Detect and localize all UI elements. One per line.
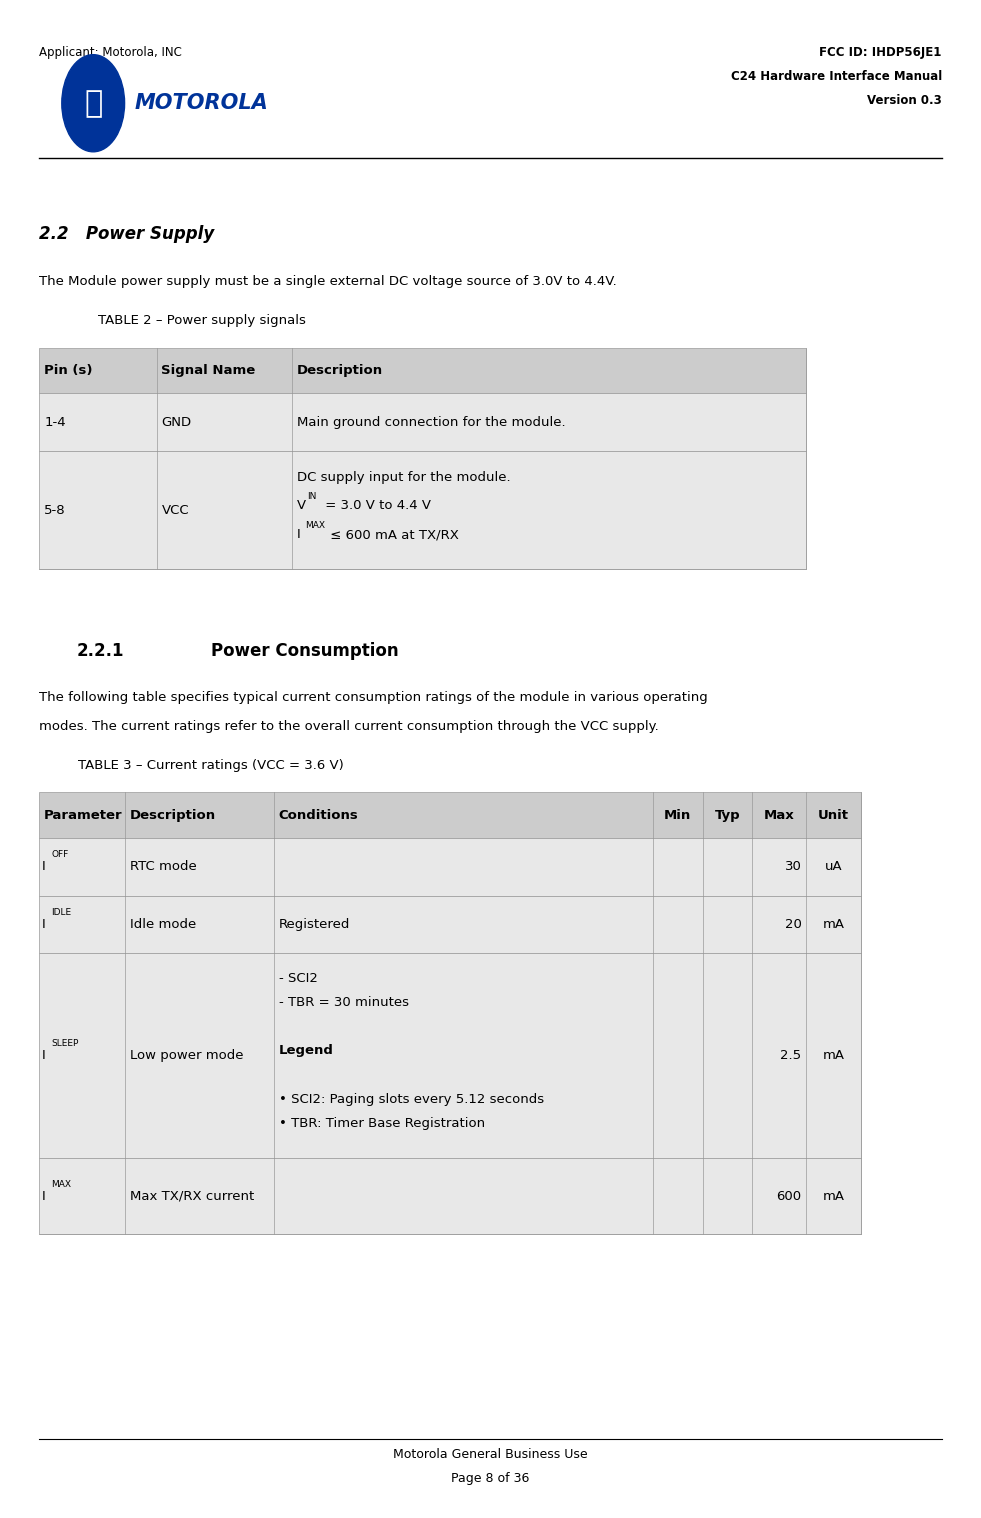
Text: 30: 30 [785, 861, 801, 873]
Text: TABLE 2 – Power supply signals: TABLE 2 – Power supply signals [98, 314, 306, 328]
FancyBboxPatch shape [39, 451, 806, 569]
Text: Legend: Legend [279, 1044, 334, 1058]
Text: Pin (s): Pin (s) [44, 364, 92, 376]
Text: ≤ 600 mA at TX/RX: ≤ 600 mA at TX/RX [327, 528, 459, 542]
Text: mA: mA [822, 1049, 845, 1063]
Text: mA: mA [822, 918, 845, 931]
Text: I: I [42, 1049, 46, 1063]
Text: 2.5: 2.5 [780, 1049, 801, 1063]
Text: Min: Min [664, 809, 692, 821]
Text: Applicant: Motorola, INC: Applicant: Motorola, INC [39, 46, 182, 59]
Text: IDLE: IDLE [51, 908, 72, 917]
FancyBboxPatch shape [39, 953, 860, 1158]
Text: Max: Max [764, 809, 795, 821]
Text: Low power mode: Low power mode [129, 1049, 243, 1063]
Text: The following table specifies typical current consumption ratings of the module : The following table specifies typical cu… [39, 691, 708, 704]
Text: 2.2.1: 2.2.1 [77, 642, 124, 660]
Text: OFF: OFF [51, 850, 69, 859]
Text: = 3.0 V to 4.4 V: = 3.0 V to 4.4 V [322, 499, 432, 513]
Text: 5-8: 5-8 [44, 504, 66, 516]
Text: MAX: MAX [51, 1179, 71, 1189]
Text: Description: Description [129, 809, 216, 821]
FancyBboxPatch shape [39, 838, 860, 896]
Text: • TBR: Timer Base Registration: • TBR: Timer Base Registration [279, 1117, 485, 1131]
Text: Idle mode: Idle mode [129, 918, 196, 931]
Text: GND: GND [162, 416, 191, 428]
Text: MOTOROLA: MOTOROLA [134, 93, 268, 114]
Text: Main ground connection for the module.: Main ground connection for the module. [297, 416, 565, 428]
Text: 600: 600 [776, 1190, 801, 1202]
Text: Description: Description [297, 364, 383, 376]
Circle shape [62, 55, 125, 152]
FancyBboxPatch shape [39, 393, 806, 451]
Text: The Module power supply must be a single external DC voltage source of 3.0V to 4: The Module power supply must be a single… [39, 275, 617, 288]
Text: MAX: MAX [305, 521, 325, 530]
Text: FCC ID: IHDP56JE1: FCC ID: IHDP56JE1 [819, 46, 942, 59]
Text: Signal Name: Signal Name [162, 364, 256, 376]
Text: V: V [297, 499, 306, 513]
FancyBboxPatch shape [39, 896, 860, 953]
Text: Max TX/RX current: Max TX/RX current [129, 1190, 254, 1202]
Text: Unit: Unit [818, 809, 849, 821]
Text: Power Consumption: Power Consumption [211, 642, 398, 660]
Text: IN: IN [307, 492, 316, 501]
Text: I: I [297, 528, 300, 542]
Text: uA: uA [825, 861, 843, 873]
Text: 1-4: 1-4 [44, 416, 66, 428]
Text: DC supply input for the module.: DC supply input for the module. [297, 471, 510, 484]
Text: RTC mode: RTC mode [129, 861, 196, 873]
Text: I: I [42, 861, 46, 873]
Text: • SCI2: Paging slots every 5.12 seconds: • SCI2: Paging slots every 5.12 seconds [279, 1093, 543, 1107]
Text: - TBR = 30 minutes: - TBR = 30 minutes [279, 996, 409, 1009]
Text: Registered: Registered [279, 918, 350, 931]
Text: - SCI2: - SCI2 [279, 972, 318, 985]
Text: Ⓜ: Ⓜ [84, 88, 102, 118]
Text: Typ: Typ [714, 809, 741, 821]
Text: Conditions: Conditions [279, 809, 358, 821]
Text: SLEEP: SLEEP [51, 1040, 78, 1047]
Text: Motorola General Business Use: Motorola General Business Use [393, 1448, 588, 1462]
Text: 2.2   Power Supply: 2.2 Power Supply [39, 225, 215, 243]
Text: Parameter: Parameter [44, 809, 123, 821]
FancyBboxPatch shape [39, 792, 860, 838]
Text: mA: mA [822, 1190, 845, 1202]
Text: Version 0.3: Version 0.3 [867, 94, 942, 108]
FancyBboxPatch shape [39, 1158, 860, 1234]
Text: C24 Hardware Interface Manual: C24 Hardware Interface Manual [731, 70, 942, 83]
Text: I: I [42, 918, 46, 931]
Text: 20: 20 [785, 918, 801, 931]
Text: I: I [42, 1190, 46, 1202]
Text: TABLE 3 – Current ratings (VCC = 3.6 V): TABLE 3 – Current ratings (VCC = 3.6 V) [78, 759, 344, 773]
Text: modes. The current ratings refer to the overall current consumption through the : modes. The current ratings refer to the … [39, 720, 659, 733]
Text: Page 8 of 36: Page 8 of 36 [451, 1472, 530, 1486]
FancyBboxPatch shape [39, 348, 806, 393]
Text: VCC: VCC [162, 504, 189, 516]
